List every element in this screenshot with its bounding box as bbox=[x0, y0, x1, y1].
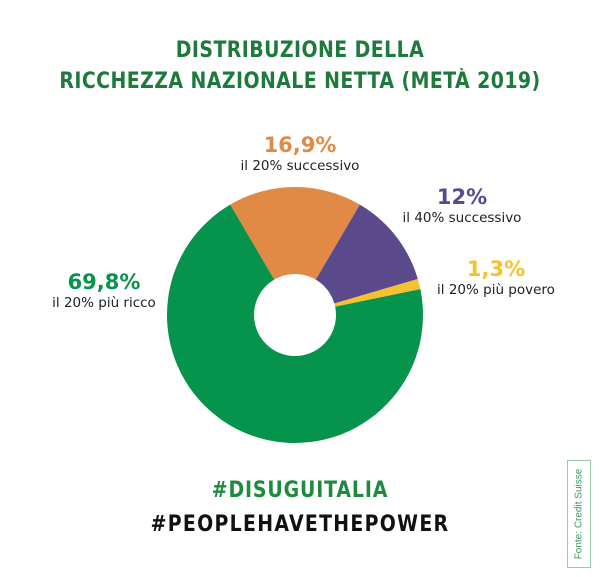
hashtag-peoplehavethepower: #PEOPLEHAVETHEPOWER bbox=[150, 512, 450, 537]
chart-title-line-1: DISTRIBUZIONE DELLA bbox=[175, 38, 425, 63]
desc-20-piu-povero: il 20% più povero bbox=[437, 282, 555, 298]
pct-69-8: 69,8% bbox=[67, 270, 141, 294]
label-40-successivo: 12% il 40% successivo bbox=[382, 185, 542, 227]
donut-hole bbox=[254, 274, 336, 356]
hashtag-disuguitalia: #DISUGUITALIA bbox=[211, 478, 389, 503]
desc-20-successivo: il 20% successivo bbox=[240, 158, 360, 174]
slice-20-successivo bbox=[230, 186, 360, 315]
pct-12: 12% bbox=[436, 185, 488, 209]
label-20-successivo: 16,9% il 20% successivo bbox=[200, 133, 400, 175]
source-text: Fonte: Credit Suisse bbox=[573, 468, 585, 560]
pct-16-9: 16,9% bbox=[263, 133, 337, 157]
slice-40-successivo bbox=[295, 204, 418, 315]
source-box: Fonte: Credit Suisse bbox=[567, 460, 591, 568]
desc-40-successivo: il 40% successivo bbox=[402, 210, 522, 226]
desc-20-piu-ricco: il 20% più ricco bbox=[52, 295, 156, 311]
chart-title-line-2: RICCHEZZA NAZIONALE NETTA (METÀ 2019) bbox=[59, 69, 541, 94]
label-20-piu-povero: 1,3% il 20% più povero bbox=[426, 257, 566, 299]
pct-1-3: 1,3% bbox=[466, 257, 526, 281]
label-20-piu-ricco: 69,8% il 20% più ricco bbox=[44, 270, 164, 312]
